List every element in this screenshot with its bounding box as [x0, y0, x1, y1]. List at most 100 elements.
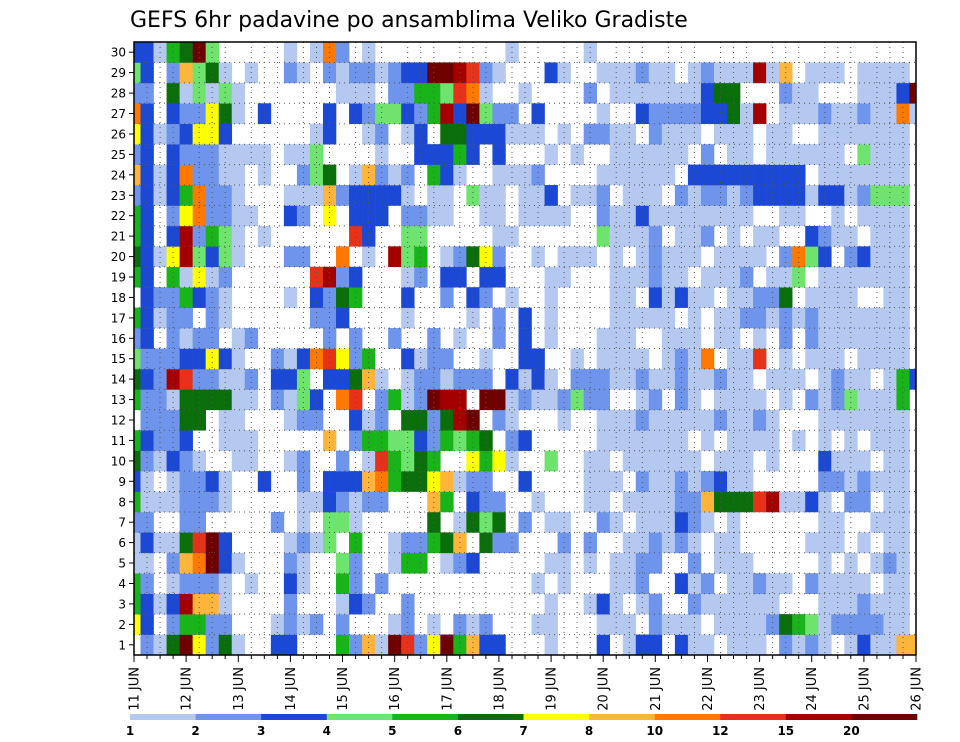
- heatmap-cell: [414, 246, 428, 268]
- heatmap-cell: [779, 573, 793, 594]
- colorbar-swatch: [589, 714, 655, 720]
- heatmap-cell: [375, 471, 389, 492]
- heatmap-cell: [674, 389, 689, 411]
- heatmap-cell: [687, 82, 702, 104]
- heatmap-cell: [544, 389, 558, 411]
- heatmap-cell: [218, 409, 233, 431]
- heatmap-cell: [818, 144, 832, 165]
- heatmap-cell: [322, 123, 337, 145]
- heatmap-cell: [427, 634, 441, 656]
- heatmap-cell: [831, 144, 845, 165]
- heatmap-cell: [648, 225, 663, 247]
- heatmap-cell: [583, 593, 597, 615]
- heatmap-cell: [596, 430, 611, 451]
- heatmap-cell: [140, 430, 154, 451]
- heatmap-cell: [479, 246, 493, 268]
- x-tick-label: 17 JUN: [440, 667, 455, 711]
- heatmap-cell: [674, 82, 689, 104]
- heatmap-cell: [909, 368, 917, 390]
- heatmap-cell: [713, 164, 728, 186]
- colorbar-swatch: [261, 714, 328, 720]
- heatmap-cell: [466, 430, 480, 451]
- heatmap-cell: [635, 205, 650, 227]
- heatmap-cell: [492, 450, 506, 472]
- heatmap-cell: [740, 450, 754, 472]
- heatmap-cell: [414, 634, 428, 656]
- heatmap-cell: [779, 164, 793, 186]
- heatmap-cell: [740, 144, 754, 165]
- colorbar-swatch: [785, 714, 852, 720]
- heatmap-cell: [336, 450, 350, 472]
- heatmap-cell: [479, 82, 493, 104]
- heatmap-cell: [596, 103, 611, 125]
- heatmap-cell: [857, 634, 871, 656]
- heatmap-cell: [583, 471, 597, 492]
- heatmap-cell: [179, 450, 193, 472]
- heatmap-cell: [231, 103, 246, 125]
- heatmap-cell: [740, 409, 754, 431]
- heatmap-cell: [622, 123, 637, 145]
- heatmap-cell: [570, 144, 584, 165]
- heatmap-cell: [179, 532, 193, 554]
- heatmap-cell: [375, 389, 389, 411]
- heatmap-cell: [414, 471, 428, 492]
- y-tick-label: 30: [111, 46, 126, 60]
- colorbar-label: 5: [388, 724, 396, 738]
- heatmap-cell: [870, 225, 884, 247]
- heatmap-cell: [296, 450, 311, 472]
- heatmap-cell: [349, 491, 363, 513]
- heatmap-cell: [296, 164, 311, 186]
- heatmap-cell: [740, 389, 754, 411]
- heatmap-cell: [596, 634, 611, 656]
- heatmap-cell: [205, 348, 220, 370]
- heatmap-cell: [596, 328, 611, 349]
- heatmap-cell: [427, 164, 441, 186]
- heatmap-cell: [687, 185, 702, 206]
- heatmap-cell: [453, 328, 467, 349]
- heatmap-cell: [818, 430, 832, 451]
- heatmap-cell: [727, 164, 741, 186]
- heatmap-cell: [231, 348, 246, 370]
- heatmap-cell: [466, 491, 480, 513]
- heatmap-cell: [362, 491, 376, 513]
- heatmap-cell: [570, 389, 584, 411]
- heatmap-cell: [896, 450, 910, 472]
- heatmap-cell: [140, 185, 154, 206]
- heatmap-cell: [440, 348, 454, 370]
- heatmap-cell: [414, 82, 428, 104]
- y-tick-label: 26: [111, 128, 126, 142]
- heatmap-cell: [140, 246, 154, 268]
- heatmap-cell: [831, 450, 845, 472]
- heatmap-cell: [557, 389, 571, 411]
- heatmap-cell: [596, 511, 611, 533]
- heatmap-cell: [336, 573, 350, 594]
- heatmap-cell: [134, 82, 141, 104]
- heatmap-cell: [792, 634, 806, 656]
- heatmap-cell: [140, 471, 154, 492]
- heatmap-cell: [727, 348, 741, 370]
- heatmap-cell: [492, 185, 506, 206]
- heatmap-cell: [427, 82, 441, 104]
- heatmap-cell: [700, 144, 715, 165]
- heatmap-cell: [831, 348, 845, 370]
- heatmap-cell: [557, 573, 571, 594]
- heatmap-cell: [349, 348, 363, 370]
- heatmap-cell: [134, 42, 141, 63]
- heatmap-cell: [818, 123, 832, 145]
- heatmap-cell: [134, 266, 141, 288]
- heatmap-cell: [635, 552, 650, 574]
- heatmap-cell: [844, 593, 858, 615]
- heatmap-cell: [492, 225, 506, 247]
- heatmap-cell: [544, 593, 558, 615]
- heatmap-cell: [687, 389, 702, 411]
- heatmap-cell: [583, 368, 597, 390]
- heatmap-cell: [805, 82, 819, 104]
- heatmap-cell: [453, 389, 467, 411]
- heatmap-cell: [622, 409, 637, 431]
- heatmap-cell: [753, 225, 767, 247]
- heatmap-cell: [687, 103, 702, 125]
- heatmap-cell: [414, 389, 428, 411]
- heatmap-cell: [427, 368, 441, 390]
- heatmap-cell: [414, 430, 428, 451]
- heatmap-cell: [205, 368, 220, 390]
